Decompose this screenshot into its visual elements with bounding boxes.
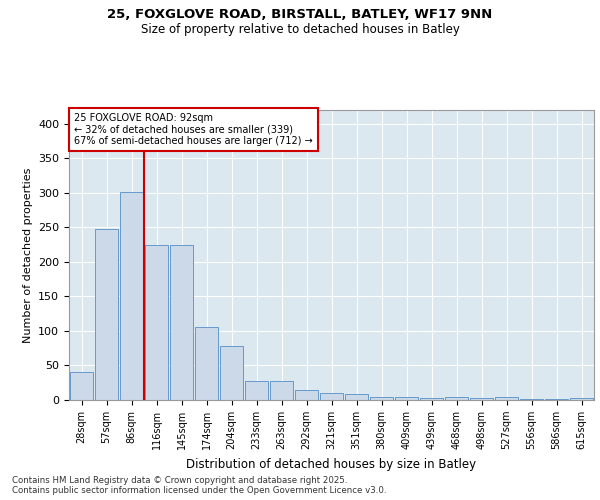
Bar: [245, 382, 268, 400]
Bar: [270, 382, 293, 400]
Bar: [95, 229, 118, 400]
Bar: [145, 246, 168, 400]
X-axis label: Distribution of detached houses by size in Batley: Distribution of detached houses by size …: [187, 458, 476, 470]
Text: 25, FOXGLOVE ROAD, BIRSTALL, BATLEY, WF17 9NN: 25, FOXGLOVE ROAD, BIRSTALL, BATLEY, WF1…: [107, 8, 493, 20]
Bar: [420, 398, 443, 400]
Y-axis label: Number of detached properties: Number of detached properties: [23, 168, 32, 342]
Bar: [170, 246, 193, 400]
Bar: [220, 346, 243, 400]
Bar: [395, 397, 418, 400]
Bar: [470, 398, 493, 400]
Bar: [70, 372, 93, 400]
Bar: [195, 327, 218, 400]
Text: 25 FOXGLOVE ROAD: 92sqm
← 32% of detached houses are smaller (339)
67% of semi-d: 25 FOXGLOVE ROAD: 92sqm ← 32% of detache…: [74, 113, 313, 146]
Bar: [295, 390, 318, 400]
Bar: [570, 398, 593, 400]
Bar: [495, 397, 518, 400]
Bar: [120, 192, 143, 400]
Bar: [320, 393, 343, 400]
Bar: [445, 397, 468, 400]
Bar: [345, 394, 368, 400]
Text: Contains HM Land Registry data © Crown copyright and database right 2025.
Contai: Contains HM Land Registry data © Crown c…: [12, 476, 386, 495]
Bar: [370, 396, 393, 400]
Text: Size of property relative to detached houses in Batley: Size of property relative to detached ho…: [140, 22, 460, 36]
Bar: [520, 398, 543, 400]
